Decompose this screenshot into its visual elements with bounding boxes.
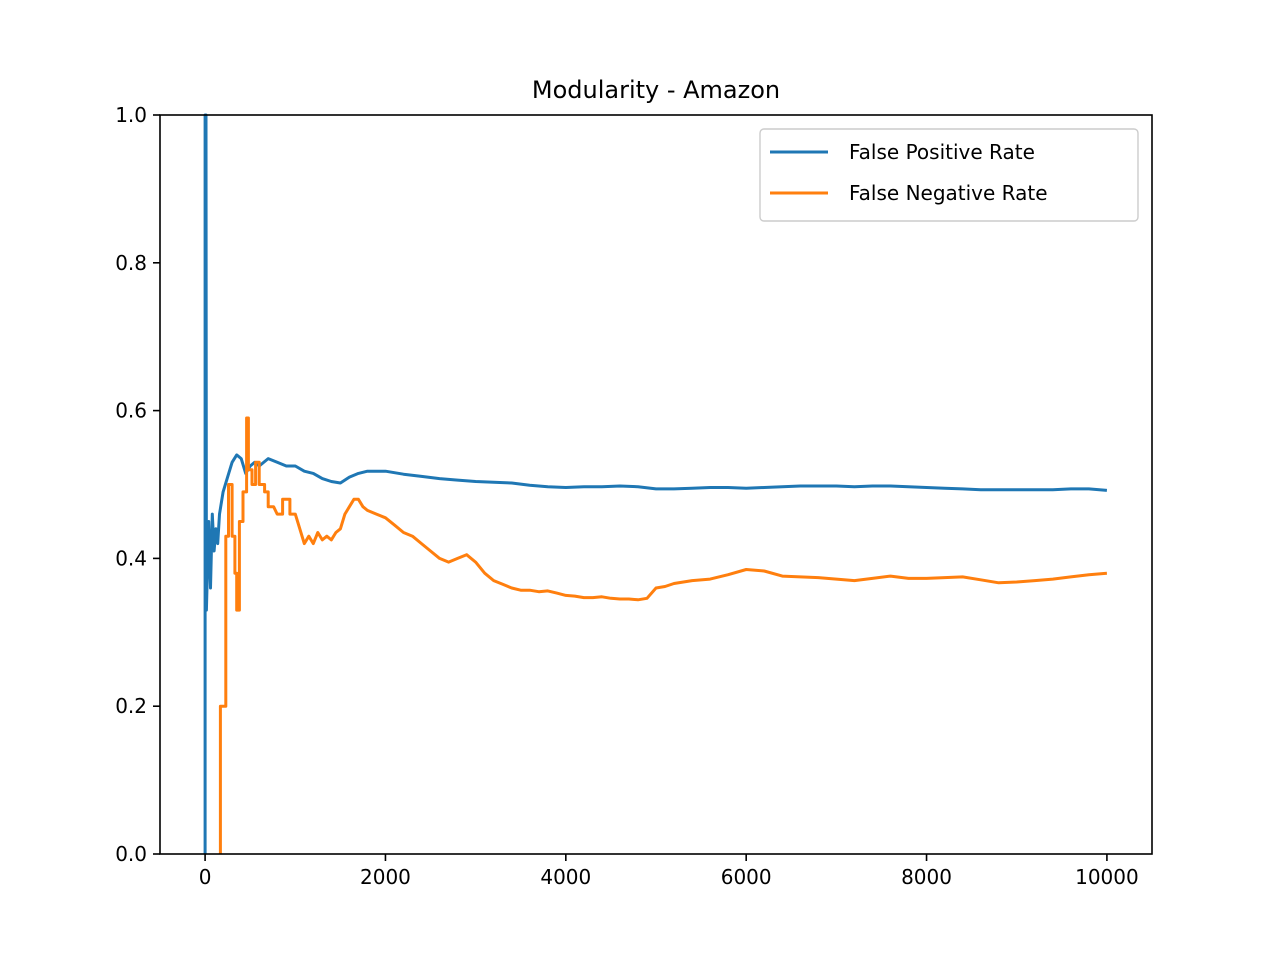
- legend-label: False Positive Rate: [849, 140, 1035, 164]
- x-tick-label: 8000: [901, 865, 952, 889]
- series-line-1: [203, 113, 1108, 854]
- x-axis: 0 2000 4000 6000 8000 10000: [199, 854, 1139, 889]
- y-tick-label: 1.0: [115, 103, 147, 127]
- x-tick-label: 4000: [540, 865, 591, 889]
- y-tick-label: 0.4: [115, 546, 147, 570]
- y-tick-label: 0.6: [115, 399, 147, 423]
- x-tick-label: 10000: [1075, 865, 1139, 889]
- plot-frame: [159, 114, 1153, 855]
- y-tick-label: 0.0: [115, 842, 147, 866]
- series-line-2: [218, 416, 1108, 854]
- y-axis: 0.0 0.2 0.4 0.6 0.8 1.0: [115, 103, 160, 866]
- x-tick-label: 0: [199, 865, 212, 889]
- y-tick-label: 0.2: [115, 694, 147, 718]
- chart-title: Modularity - Amazon: [532, 76, 780, 104]
- legend: False Positive Rate False Negative Rate: [759, 128, 1139, 222]
- x-tick-label: 2000: [360, 865, 411, 889]
- series-layer: [203, 113, 1108, 854]
- legend-label: False Negative Rate: [849, 181, 1048, 205]
- x-tick-label: 6000: [721, 865, 772, 889]
- legend-box: [759, 128, 1139, 222]
- y-tick-label: 0.8: [115, 251, 147, 275]
